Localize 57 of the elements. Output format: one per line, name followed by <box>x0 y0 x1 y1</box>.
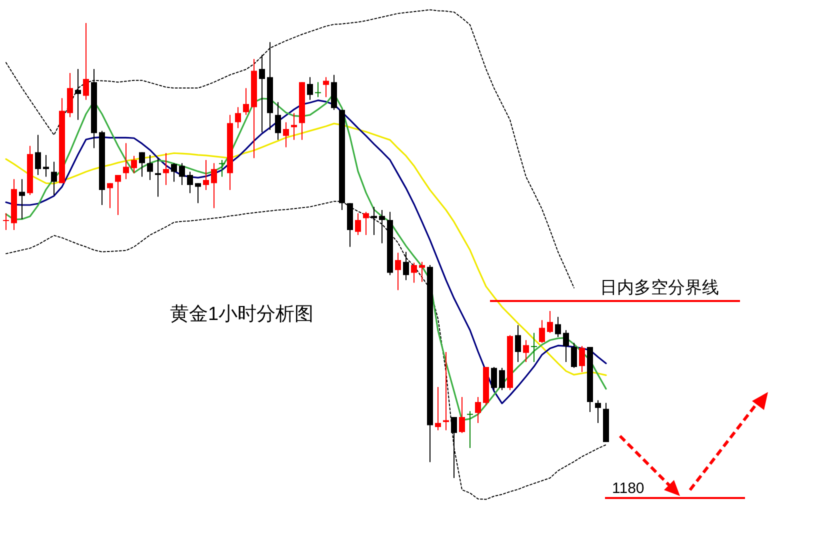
ref-line-label: 日内多空分界线 <box>600 278 719 298</box>
level-line: 1180 <box>605 480 745 499</box>
candlestick <box>139 152 145 178</box>
candlestick <box>355 212 361 236</box>
candlestick <box>491 366 497 391</box>
candlestick <box>3 212 9 231</box>
text: 黄金1小时分析图 <box>170 304 314 325</box>
candlestick <box>379 210 385 244</box>
candlestick <box>315 82 321 98</box>
candlestick <box>547 310 553 334</box>
candlestick <box>107 182 113 209</box>
candlestick <box>211 162 217 209</box>
candlestick <box>363 211 369 236</box>
candlestick <box>531 332 537 362</box>
candlestick <box>555 316 561 338</box>
candlestick <box>259 54 265 133</box>
candlestick <box>579 346 585 372</box>
candlestick <box>323 76 329 98</box>
candlestick <box>155 158 161 198</box>
candlestick <box>419 261 425 282</box>
candlestick <box>451 416 457 478</box>
candlestick <box>475 396 481 424</box>
candlestick <box>83 22 89 100</box>
candlestick <box>467 410 473 448</box>
candlestick <box>595 400 601 424</box>
candlestick <box>515 324 521 362</box>
candlestick <box>179 162 185 186</box>
candlestick <box>563 330 569 362</box>
candlestick <box>307 76 313 100</box>
candlestick <box>115 174 121 216</box>
candlestick <box>235 106 241 129</box>
candlestick <box>523 340 529 362</box>
candlestick <box>243 88 249 116</box>
candlestick <box>35 134 41 176</box>
candlestick <box>283 122 289 148</box>
candlestick <box>539 320 545 344</box>
candlestick <box>19 178 25 220</box>
candlestick <box>499 367 505 391</box>
candlestick <box>435 386 441 431</box>
candlestick <box>275 102 281 140</box>
candlestick <box>195 182 201 204</box>
candlestick <box>51 161 57 196</box>
candlestick <box>411 262 417 284</box>
candlestick <box>131 155 137 174</box>
candlestick <box>395 252 401 291</box>
candlestick <box>163 152 169 186</box>
candlestick <box>75 68 81 120</box>
candlestick <box>147 154 153 180</box>
candlestick <box>123 142 129 180</box>
candlestick <box>403 251 409 281</box>
candlestick <box>171 162 177 182</box>
candlestick <box>219 159 225 178</box>
candlestick <box>459 396 465 434</box>
candlestick <box>443 351 449 431</box>
candlestick <box>571 342 577 368</box>
candlestick <box>203 159 209 190</box>
candlestick <box>187 171 193 194</box>
